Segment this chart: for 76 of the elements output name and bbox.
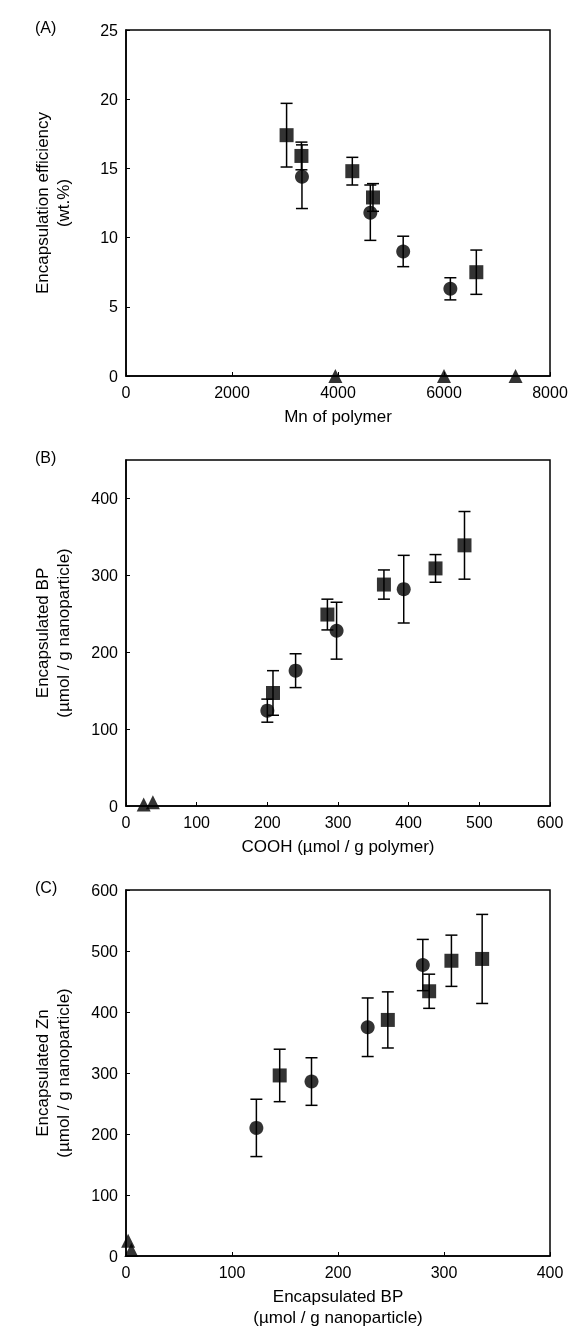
x-axis-title: COOH (µmol / g polymer) bbox=[241, 837, 435, 856]
point bbox=[415, 958, 430, 973]
point bbox=[443, 281, 458, 296]
y-tick-label: 0 bbox=[109, 1247, 119, 1265]
point bbox=[469, 265, 484, 280]
point bbox=[508, 369, 523, 383]
y-tick-label: 10 bbox=[100, 229, 119, 247]
x-tick-label: 100 bbox=[183, 813, 211, 831]
y-tick-label: 500 bbox=[91, 942, 119, 960]
x-tick-label: 400 bbox=[536, 1263, 564, 1281]
x-tick-label: 300 bbox=[430, 1263, 458, 1281]
y-tick-label: 0 bbox=[109, 797, 119, 815]
y-tick-label: 200 bbox=[91, 1125, 119, 1143]
point bbox=[320, 607, 335, 622]
point bbox=[272, 1068, 287, 1083]
x-axis-title: Mn of polymer bbox=[284, 407, 393, 426]
point bbox=[260, 703, 275, 718]
point bbox=[376, 577, 391, 592]
point bbox=[279, 128, 294, 143]
x-axis-title: Encapsulated BP (µmol / g nanoparticle) bbox=[253, 1287, 423, 1327]
x-tick-label: 300 bbox=[324, 813, 352, 831]
x-tick-label: 6000 bbox=[426, 383, 462, 401]
x-tick-label: 400 bbox=[395, 813, 423, 831]
y-tick-label: 0 bbox=[109, 367, 119, 385]
point bbox=[380, 1012, 395, 1027]
point bbox=[124, 1242, 139, 1257]
y-tick-label: 20 bbox=[100, 90, 119, 108]
y-tick-label: 25 bbox=[100, 21, 119, 39]
x-tick-label: 0 bbox=[121, 383, 131, 401]
x-tick-label: 100 bbox=[218, 1263, 246, 1281]
x-tick-label: 500 bbox=[465, 813, 493, 831]
y-axis-title: Encapsulated Zn (µmol / g nanoparticle) bbox=[33, 988, 73, 1158]
point bbox=[294, 148, 309, 163]
point bbox=[345, 164, 360, 179]
point bbox=[365, 190, 380, 205]
point bbox=[363, 205, 378, 220]
y-tick-label: 400 bbox=[91, 489, 119, 507]
x-tick-label: 8000 bbox=[532, 383, 568, 401]
x-tick-label: 0 bbox=[121, 1263, 131, 1281]
x-tick-label: 600 bbox=[536, 813, 564, 831]
y-tick-label: 15 bbox=[100, 159, 119, 177]
point bbox=[396, 582, 411, 597]
x-tick-label: 4000 bbox=[320, 383, 356, 401]
y-tick-label: 5 bbox=[109, 298, 119, 316]
y-axis-title: Encapsulated BP (µmol / g nanoparticle) bbox=[33, 548, 73, 718]
point bbox=[475, 951, 490, 966]
x-tick-label: 0 bbox=[121, 813, 131, 831]
y-tick-label: 300 bbox=[91, 1064, 119, 1082]
y-tick-label: 300 bbox=[91, 566, 119, 584]
y-tick-label: 100 bbox=[91, 1186, 119, 1204]
chart-title: (A) bbox=[35, 18, 57, 36]
x-tick-label: 2000 bbox=[214, 383, 250, 401]
y-tick-label: 400 bbox=[91, 1003, 119, 1021]
point bbox=[422, 984, 437, 999]
point bbox=[328, 369, 343, 383]
point bbox=[457, 538, 472, 553]
chart-title: (C) bbox=[35, 878, 58, 896]
point bbox=[360, 1020, 375, 1035]
point bbox=[288, 663, 303, 678]
point bbox=[396, 244, 411, 259]
point bbox=[428, 561, 443, 576]
point bbox=[444, 953, 459, 968]
point bbox=[265, 685, 280, 700]
point bbox=[294, 169, 309, 184]
point bbox=[145, 795, 160, 810]
point bbox=[249, 1120, 264, 1135]
point bbox=[329, 623, 344, 638]
x-tick-label: 200 bbox=[253, 813, 281, 831]
y-axis-title: Encapsulation efficiency (wt.%) bbox=[33, 111, 73, 295]
chart-title: (B) bbox=[35, 448, 57, 466]
x-tick-label: 200 bbox=[324, 1263, 352, 1281]
point bbox=[304, 1074, 319, 1089]
y-tick-label: 200 bbox=[91, 643, 119, 661]
point bbox=[437, 369, 451, 383]
y-tick-label: 100 bbox=[91, 720, 119, 738]
y-tick-label: 600 bbox=[91, 881, 119, 899]
